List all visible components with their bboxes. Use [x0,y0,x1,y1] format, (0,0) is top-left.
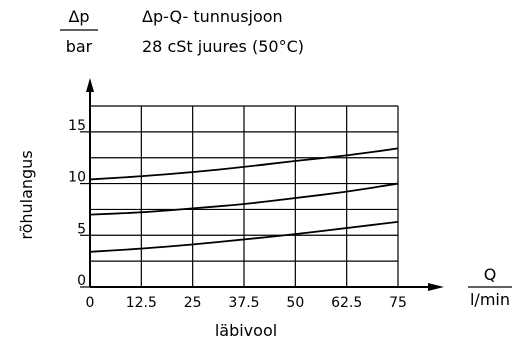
grid [89,105,399,288]
y-unit-top: Δp [68,7,89,26]
chart-title: Δp-Q- tunnusjoon [142,7,283,26]
x-tick-label: 12.5 [126,295,157,311]
series-line-1 [89,220,399,253]
x-tick-label: 25 [184,295,202,311]
series-line-3 [89,147,399,181]
x-tick-label: 75 [389,295,407,311]
x-unit-bottom: l/min [470,290,510,309]
x-tick-labels: 0 12.5 25 37.5 50 62.5 75 [86,295,407,311]
x-tick-label: 62.5 [331,295,362,311]
y-tick-label: 0 [77,273,86,289]
x-axis-label: läbivool [215,321,277,340]
y-axis-arrow [86,78,94,92]
series-lines [89,147,399,253]
x-axis-arrow [428,283,444,291]
x-tick-label: 37.5 [228,295,259,311]
y-tick-label: 5 [77,221,86,237]
x-tick-label: 0 [86,295,95,311]
y-tick-label: 15 [68,118,86,134]
chart-subtitle: 28 cSt juures (50°C) [142,37,304,56]
y-tick-label: 10 [68,170,86,186]
y-tick-labels: 0 5 10 15 [68,118,90,289]
y-axis-label: rõhulangus [17,150,36,239]
x-tick-label: 50 [286,295,304,311]
x-unit-top: Q [484,265,497,284]
series-line-2 [89,182,399,216]
y-unit-bottom: bar [66,37,93,56]
